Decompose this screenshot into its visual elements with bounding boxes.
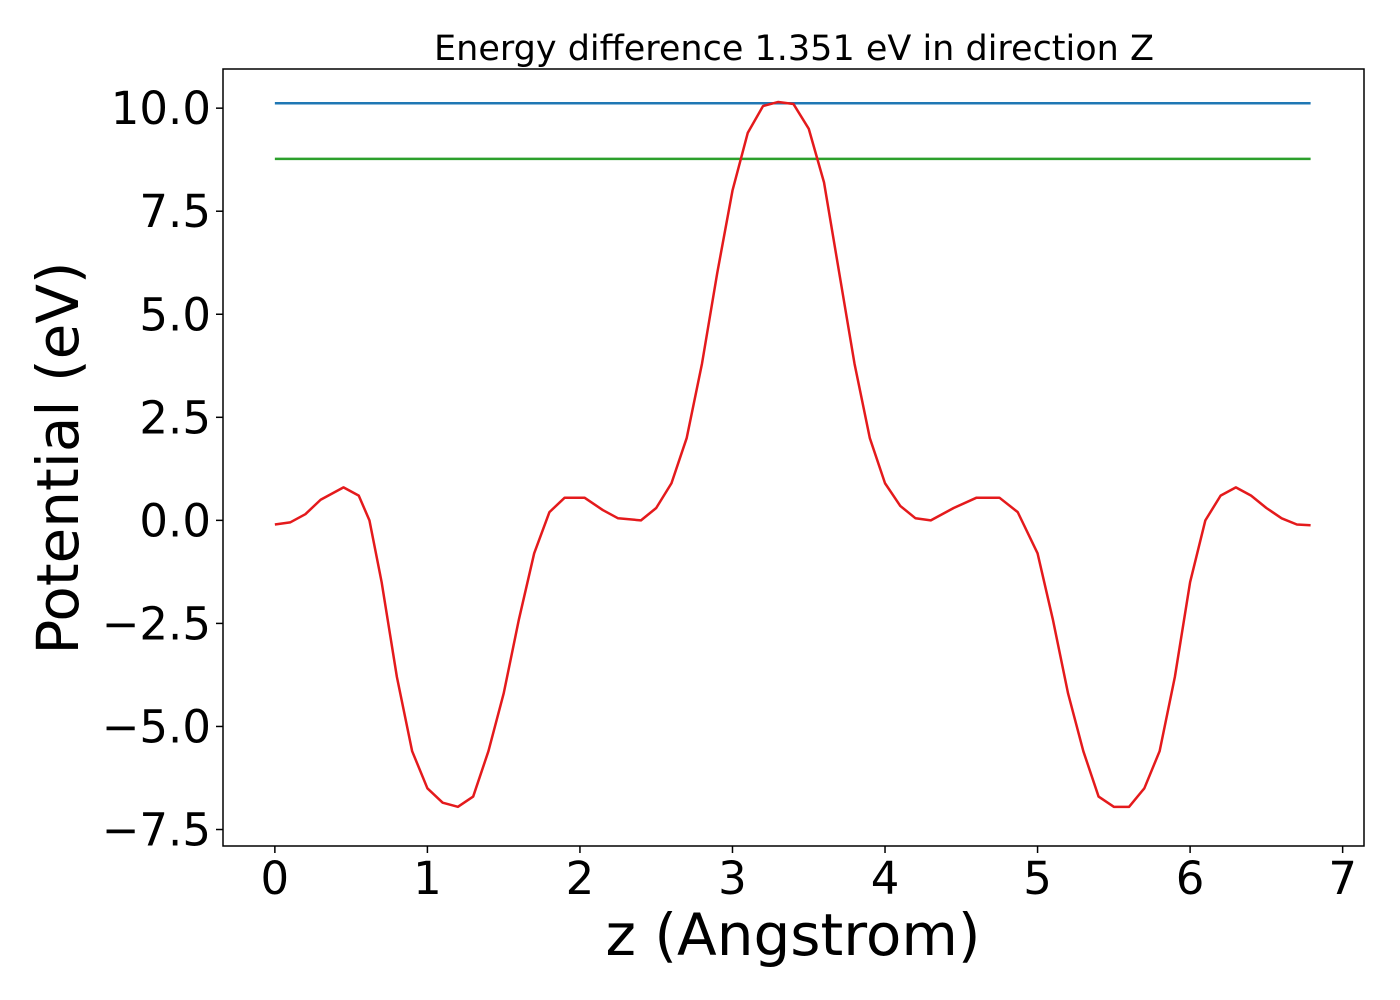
y-axis-label: Potential (eV): [24, 261, 92, 654]
y-tick-label: 0.0: [139, 494, 211, 547]
y-tick-label: −7.5: [102, 804, 211, 857]
x-tick-label: 1: [413, 852, 442, 905]
x-axis-label: z (Angstrom): [606, 901, 981, 969]
plot-frame: [222, 68, 1365, 847]
y-tick-label: 5.0: [139, 288, 211, 341]
x-tick-label: 7: [1328, 852, 1357, 905]
y-tick-label: −2.5: [102, 597, 211, 650]
x-axis: 0 1 2 3 4 5 6 7: [261, 846, 1357, 905]
y-tick-label: 7.5: [139, 185, 211, 238]
x-tick-label: 3: [718, 852, 747, 905]
y-tick-label: 2.5: [139, 391, 211, 444]
plot-area: [274, 100, 1311, 809]
y-axis: −7.5 −5.0 −2.5 0.0 2.5 5.0 7.5 10.0: [102, 82, 223, 857]
x-tick-label: 6: [1176, 852, 1205, 905]
series-line-2: [274, 100, 1311, 809]
y-tick-label: 10.0: [111, 82, 211, 135]
x-tick-label: 5: [1023, 852, 1052, 905]
chart-title: Energy difference 1.351 eV in direction …: [434, 29, 1154, 69]
x-tick-label: 2: [566, 852, 595, 905]
x-tick-label: 4: [871, 852, 900, 905]
y-tick-label: −5.0: [102, 700, 211, 753]
x-tick-label: 0: [261, 852, 290, 905]
